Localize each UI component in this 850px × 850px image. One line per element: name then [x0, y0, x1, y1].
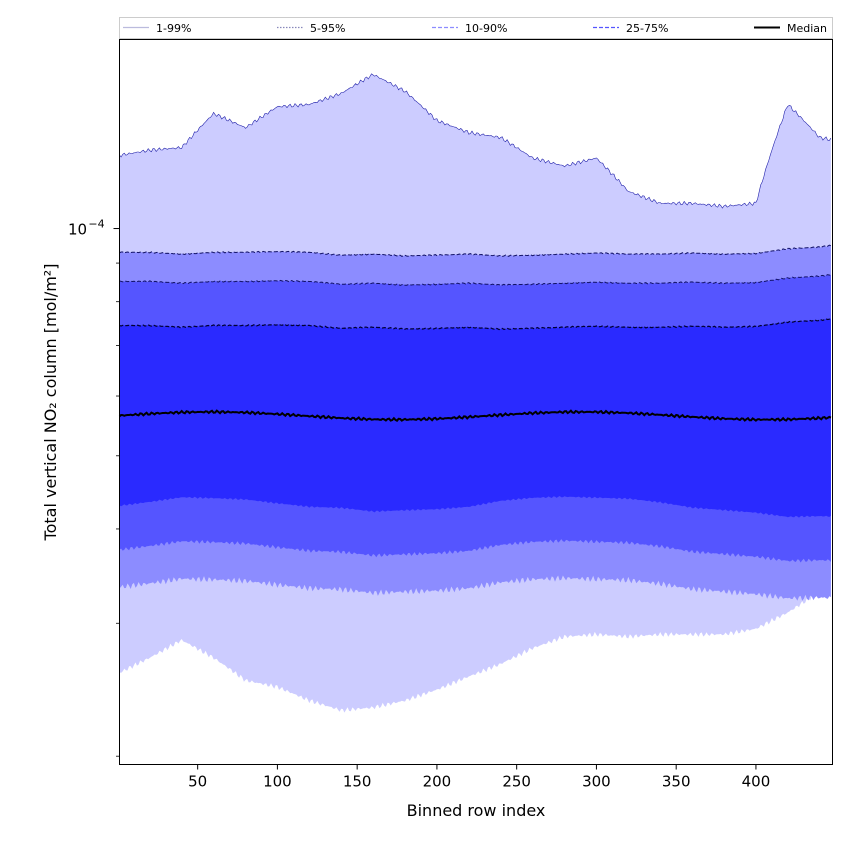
x-tick-label: 400: [742, 773, 771, 791]
legend-label: Median: [787, 22, 827, 35]
legend-label: 1-99%: [156, 22, 191, 35]
plot-frame: [119, 39, 833, 765]
line-5-95-upper: [119, 244, 832, 257]
line-median: [118, 409, 832, 422]
x-tick-label: 150: [343, 773, 372, 791]
y-axis-label: Total vertical NO₂ column [mol/m²]: [41, 264, 60, 542]
legend-label: 25-75%: [626, 22, 668, 35]
x-axis-label: Binned row index: [407, 801, 546, 820]
line-10-90-upper: [119, 274, 831, 287]
x-tick-label: 350: [662, 773, 691, 791]
line-1-99-upper: [119, 73, 832, 209]
y-tick-label: 10: [68, 221, 87, 239]
x-tick-label: 50: [188, 773, 207, 791]
y-tick-exponent: −4: [88, 218, 104, 231]
x-tick-label: 200: [423, 773, 452, 791]
y-axis: 10 −4: [68, 218, 120, 757]
x-tick-label: 250: [502, 773, 531, 791]
percentile-bands: [119, 73, 831, 713]
legend-label: 10-90%: [465, 22, 507, 35]
percentile-lines: [118, 73, 832, 422]
x-axis: 50 100 150 200 250 300 350 400: [188, 764, 771, 791]
legend: 1-99% 5-95% 10-90% 25-75% Median: [119, 17, 833, 39]
band-25-75: [119, 318, 831, 518]
legend-label: 5-95%: [310, 22, 345, 35]
legend-box: [119, 17, 833, 39]
x-tick-label: 100: [263, 773, 292, 791]
line-25-75-upper: [119, 317, 832, 331]
x-tick-label: 300: [582, 773, 611, 791]
